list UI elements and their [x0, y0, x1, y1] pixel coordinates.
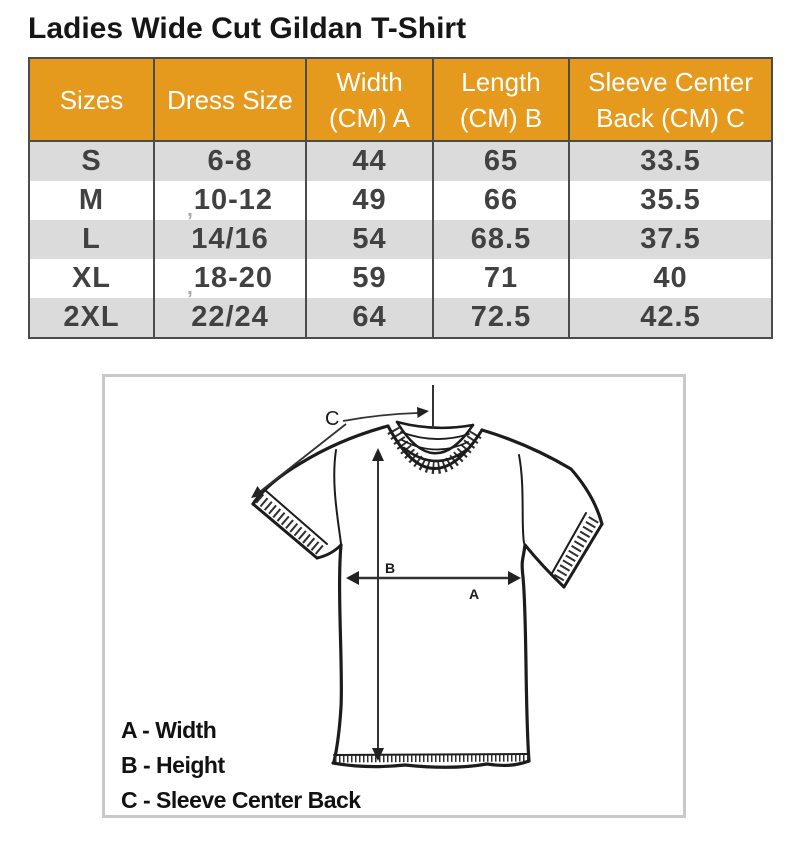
width-cell: 44: [305, 141, 434, 181]
legend-item-sleeve: C - Sleeve Center Back: [121, 787, 361, 813]
header-row: Sizes Dress Size Width (CM) A Length (CM) B…: [28, 58, 773, 142]
length-cell: 66: [432, 181, 570, 220]
sleeve-cell: 35.5: [568, 181, 773, 220]
sleeve-cell: 33.5: [568, 141, 773, 181]
size-chart-table: Sizes Dress Size Width (CM) A Length (CM) B…: [28, 57, 773, 339]
legend-item-height: B - Height: [121, 752, 225, 778]
left-body-edge: [332, 543, 344, 764]
length-cell: 68.5: [432, 220, 570, 259]
back-neck-top-edge: [395, 420, 475, 430]
column-header-1: Dress Size: [153, 58, 307, 142]
page-title: Ladies Wide Cut Gildan T-Shirt: [28, 12, 467, 45]
height-measure-arrowhead: [372, 748, 384, 761]
dress-size-cell: ,18-20: [153, 259, 307, 299]
sleeve-measure-arrowhead: [251, 486, 264, 498]
left-cuff-ribbing: [255, 493, 326, 557]
comma-artifact: ,: [186, 198, 193, 221]
left-cuff-edge: [251, 502, 319, 560]
column-header-2: Width (CM) A: [305, 58, 434, 142]
size-chart-body: S 6-8 44 65 33.5 M ,10-12 49 66 35.5 L 14/16 54 68.5 3…: [28, 141, 773, 338]
sleeve-measure-line: [342, 412, 419, 422]
table-row-2xl: 2XL 22/24 64 72.5 42.5: [28, 298, 773, 338]
legend-item-width: A - Width: [121, 717, 217, 743]
length-cell: 65: [432, 141, 570, 181]
hem-stitching: [334, 754, 530, 763]
dress-size-cell: 6-8: [153, 141, 307, 181]
tshirt-line-drawing: C B A: [251, 385, 604, 769]
dress-size-cell: 14/16: [153, 220, 307, 259]
length-cell: 72.5: [432, 298, 570, 338]
right-cuff-edge: [562, 522, 604, 589]
right-body-edge: [520, 543, 531, 763]
width-cell: 49: [305, 181, 434, 220]
right-cuff-ribbing: [552, 516, 599, 584]
height-measure-arrowhead: [372, 448, 384, 461]
comma-artifact: ,: [186, 276, 193, 299]
left-cuff-seam: [264, 489, 328, 545]
column-header-4: Sleeve Center Back (CM) C: [568, 58, 773, 142]
collar-outer-edge: [386, 424, 484, 470]
measurement-diagram: C B A A - Width B - Height C - Sleeve Ce…: [102, 374, 686, 818]
size-chart-header: Sizes Dress Size Width (CM) A Length (CM) B…: [28, 58, 773, 142]
width-cell: 54: [305, 220, 434, 259]
width-cell: 64: [305, 298, 434, 338]
size-cell: XL: [28, 259, 155, 298]
hem-bottom-edge: [331, 759, 531, 769]
dress-size-cell: 22/24: [153, 298, 307, 338]
width-cell: 59: [305, 259, 434, 298]
left-shoulder-sleeve-edge: [251, 424, 390, 506]
table-row-m: M ,10-12 49 66 35.5: [28, 181, 773, 221]
label-b: B: [385, 560, 395, 576]
width-measure-arrowhead: [346, 571, 359, 585]
hem-top-edge: [333, 753, 530, 756]
right-cuff-seam: [550, 512, 587, 576]
back-neck-line: [400, 431, 470, 440]
sleeve-measure-arrowhead: [417, 407, 429, 418]
size-cell: L: [28, 220, 155, 259]
sleeve-cell: 37.5: [568, 220, 773, 259]
table-row-xl: XL ,18-20 59 71 40: [28, 259, 773, 299]
label-c: C: [325, 408, 339, 430]
back-neck-line: [401, 439, 469, 451]
length-cell: 71: [432, 259, 570, 298]
back-neck-seam: [402, 446, 468, 463]
right-sleeve-underside: [523, 543, 566, 589]
table-row-s: S 6-8 44 65 33.5: [28, 141, 773, 181]
right-armhole-seam: [518, 454, 525, 544]
left-armhole-seam: [333, 449, 342, 545]
table-row-l: L 14/16 54 68.5 37.5: [28, 220, 773, 259]
diagram-legend: A - Width B - Height C - Sleeve Center B…: [121, 713, 361, 818]
size-cell: M: [28, 181, 155, 220]
right-shoulder-sleeve-edge: [480, 428, 604, 526]
dress-size-cell: ,10-12: [153, 181, 307, 221]
width-measure-arrowhead: [508, 571, 521, 585]
column-header-3: Length (CM) B: [432, 58, 570, 142]
sleeve-cell: 42.5: [568, 298, 773, 338]
sleeve-cell: 40: [568, 259, 773, 298]
size-cell: 2XL: [28, 298, 155, 338]
column-header-0: Sizes: [28, 58, 155, 142]
label-a: A: [469, 586, 479, 602]
sleeve-measure-diagonal: [256, 423, 347, 495]
size-cell: S: [28, 141, 155, 181]
